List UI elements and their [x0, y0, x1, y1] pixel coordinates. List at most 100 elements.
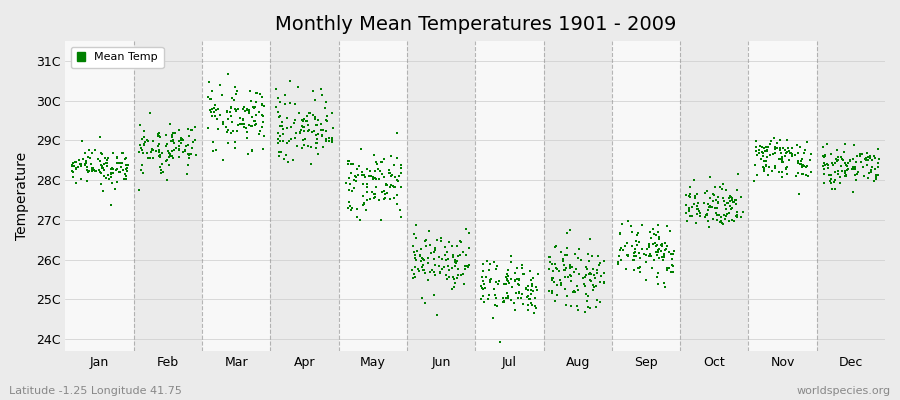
Point: [94, 165, 109, 172]
Point: [500, 267, 515, 274]
Point: [454, 239, 469, 245]
Point: [163, 151, 177, 157]
Point: [418, 243, 433, 249]
Point: [710, 199, 724, 206]
Point: [870, 160, 885, 166]
Point: [409, 252, 423, 259]
Point: [202, 79, 217, 86]
Point: [94, 151, 109, 158]
Point: [752, 146, 767, 153]
Point: [831, 157, 845, 163]
Point: [642, 241, 656, 248]
Point: [387, 162, 401, 168]
Point: [393, 206, 408, 213]
Point: [112, 169, 126, 176]
Point: [427, 291, 441, 298]
Point: [707, 184, 722, 191]
Point: [325, 135, 339, 141]
Point: [97, 167, 112, 174]
Point: [769, 150, 783, 156]
Point: [504, 297, 518, 303]
Point: [412, 268, 427, 274]
Point: [780, 164, 795, 170]
Point: [212, 82, 227, 88]
Point: [707, 191, 722, 198]
Point: [279, 152, 293, 158]
Point: [570, 283, 584, 290]
Point: [729, 200, 743, 207]
Point: [854, 151, 868, 157]
Point: [816, 171, 831, 177]
Point: [796, 171, 811, 177]
Point: [774, 155, 788, 161]
Point: [823, 178, 837, 184]
Point: [114, 164, 129, 170]
Y-axis label: Temperature: Temperature: [15, 152, 29, 240]
Point: [831, 154, 845, 160]
Point: [314, 126, 328, 133]
Point: [773, 149, 788, 156]
Point: [757, 158, 771, 164]
Point: [408, 263, 422, 270]
Point: [724, 194, 739, 201]
Point: [706, 198, 721, 204]
Point: [616, 246, 630, 253]
Point: [119, 166, 133, 172]
Point: [223, 104, 238, 111]
Point: [213, 112, 228, 118]
Point: [342, 181, 356, 188]
Point: [837, 149, 851, 155]
Point: [763, 138, 778, 144]
Point: [216, 120, 230, 127]
Point: [868, 166, 882, 172]
Point: [762, 141, 777, 148]
Point: [578, 274, 592, 280]
Point: [724, 205, 739, 212]
Point: [224, 113, 238, 119]
Point: [515, 265, 529, 272]
Point: [659, 246, 673, 252]
Point: [620, 252, 634, 258]
Point: [828, 156, 842, 162]
Point: [720, 211, 734, 217]
Point: [728, 213, 742, 220]
Point: [66, 174, 80, 180]
Point: [701, 201, 716, 207]
Point: [652, 236, 667, 242]
Point: [796, 162, 810, 168]
Point: [491, 281, 505, 288]
Point: [162, 154, 176, 160]
Point: [102, 176, 116, 182]
Point: [828, 176, 842, 183]
Point: [693, 213, 707, 220]
Point: [500, 270, 515, 277]
Point: [100, 160, 114, 166]
Point: [620, 218, 634, 224]
Point: [409, 257, 423, 264]
Point: [310, 140, 324, 146]
Point: [137, 134, 151, 141]
Point: [366, 152, 381, 158]
Point: [346, 161, 360, 167]
Point: [640, 246, 654, 252]
Point: [242, 108, 256, 115]
Point: [422, 242, 436, 248]
Point: [94, 150, 108, 156]
Point: [830, 147, 844, 153]
Point: [189, 152, 203, 158]
Bar: [202, 41, 270, 351]
Point: [621, 253, 635, 259]
Point: [93, 169, 107, 176]
Point: [345, 205, 359, 211]
Point: [730, 187, 744, 193]
Point: [119, 176, 133, 182]
Point: [152, 132, 166, 139]
Point: [394, 162, 409, 169]
Point: [450, 274, 464, 281]
Point: [390, 130, 404, 136]
Point: [521, 282, 535, 289]
Point: [311, 117, 326, 124]
Point: [341, 175, 356, 182]
Point: [304, 161, 319, 168]
Point: [185, 139, 200, 145]
